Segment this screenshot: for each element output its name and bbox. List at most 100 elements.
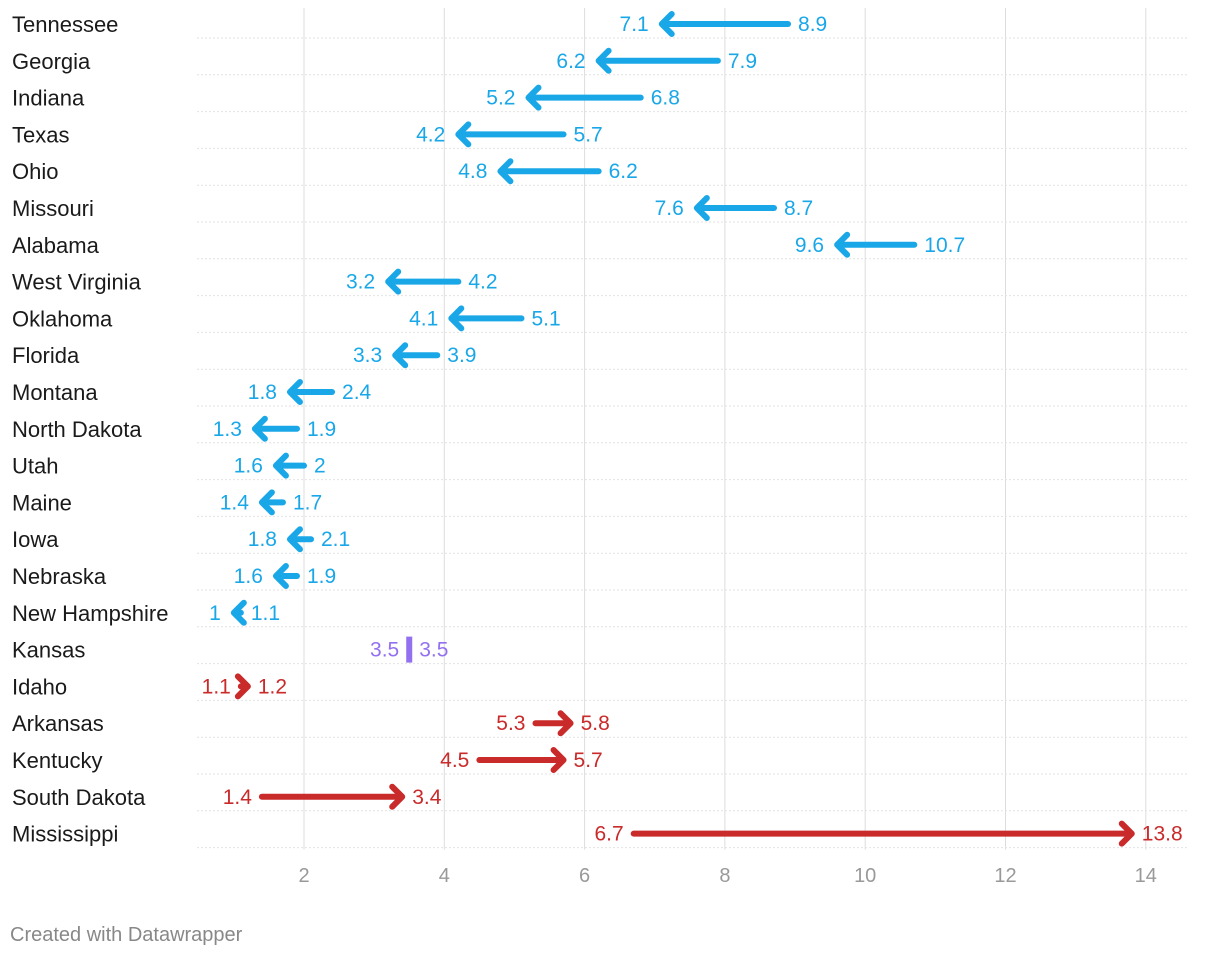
arrow-mark xyxy=(251,415,300,442)
value-label-to: 1.2 xyxy=(258,675,287,698)
row-label: Ohio xyxy=(12,159,58,184)
value-label-to: 5.8 xyxy=(581,712,610,735)
value-label-from: 1.7 xyxy=(293,491,322,514)
row-label: Tennessee xyxy=(12,12,118,37)
value-label-to: 6.2 xyxy=(556,50,585,73)
arrow-mark xyxy=(258,489,286,516)
value-label-from: 5.7 xyxy=(574,123,603,146)
arrow-mark xyxy=(272,563,300,589)
arrow-mark xyxy=(272,452,307,479)
value-label-from: 4.2 xyxy=(468,271,497,294)
row-label: Arkansas xyxy=(12,711,104,736)
value-label-to: 4.1 xyxy=(409,307,438,330)
arrow-head xyxy=(658,11,675,37)
x-tick-label: 12 xyxy=(994,865,1016,887)
arrow-mark xyxy=(693,195,778,221)
value-label-from: 1.9 xyxy=(307,418,336,441)
row-label: Florida xyxy=(12,343,80,368)
x-tick-label: 14 xyxy=(1135,865,1157,887)
value-label-from: 6.8 xyxy=(651,87,680,110)
arrow-head xyxy=(272,452,289,479)
arrow-mark xyxy=(234,673,251,700)
arrow-head xyxy=(251,415,268,442)
value-label-from: 3.5 xyxy=(370,639,399,662)
row-label: Mississippi xyxy=(12,822,118,847)
row-label: Iowa xyxy=(12,527,59,552)
row-guides xyxy=(197,37,1188,849)
value-label-to: 3.3 xyxy=(353,344,382,367)
row-label: South Dakota xyxy=(12,785,146,810)
value-label-from: 8.9 xyxy=(798,13,827,36)
row-label: North Dakota xyxy=(12,417,142,442)
arrow-mark xyxy=(532,710,574,737)
arrow-head xyxy=(497,158,514,185)
value-label-to: 1.8 xyxy=(248,528,277,551)
value-label-to: 4.8 xyxy=(458,160,487,183)
value-label-from: 2.1 xyxy=(321,528,350,551)
value-label-to: 3.5 xyxy=(419,639,448,662)
value-label-to: 5.7 xyxy=(574,749,603,772)
value-label-to: 1 xyxy=(209,602,221,625)
value-label-from: 5.3 xyxy=(496,712,525,735)
value-label-to: 4.2 xyxy=(416,123,445,146)
value-label-to: 1.6 xyxy=(234,455,263,478)
arrow-head xyxy=(550,747,567,773)
arrow-head xyxy=(286,526,303,553)
arrow-mark xyxy=(525,84,644,111)
value-labels: 8.9 7.1 7.9 6.2 6.8 5.2 5.7 4.2 6.2 4.8 8.7 7.6 10.7… xyxy=(202,13,1183,846)
value-label-from: 4.5 xyxy=(440,749,469,772)
value-label-to: 1.3 xyxy=(213,418,242,441)
row-label: Utah xyxy=(12,454,58,479)
arrow-head xyxy=(1118,820,1135,847)
x-axis-ticks: 2 4 6 8 10 12 14 xyxy=(298,865,1156,887)
arrow-head xyxy=(389,783,406,810)
row-label: Oklahoma xyxy=(12,306,113,331)
value-label-from: 10.7 xyxy=(924,234,965,257)
x-tick-label: 8 xyxy=(719,865,730,887)
arrow-head xyxy=(448,305,465,332)
value-label-to: 7.1 xyxy=(620,13,649,36)
value-label-to: 13.8 xyxy=(1142,823,1183,846)
value-label-from: 1.9 xyxy=(307,565,336,588)
x-tick-label: 4 xyxy=(439,865,450,887)
row-label: Missouri xyxy=(12,196,94,221)
arrow-mark xyxy=(258,783,406,810)
arrow-mark xyxy=(230,599,247,626)
value-label-to: 3.2 xyxy=(346,271,375,294)
arrow-mark xyxy=(476,747,567,773)
row-label: Montana xyxy=(12,380,98,405)
value-label-from: 1.1 xyxy=(251,602,280,625)
arrow-mark xyxy=(406,636,413,663)
arrow-mark xyxy=(286,379,336,405)
row-label: Idaho xyxy=(12,674,67,699)
value-label-from: 6.2 xyxy=(609,160,638,183)
arrow-head xyxy=(693,195,710,221)
arrow-mark xyxy=(286,526,315,553)
value-label-to: 9.6 xyxy=(795,234,824,257)
arrow-head xyxy=(834,231,851,258)
value-label-to: 1.4 xyxy=(220,491,250,514)
arrow-mark xyxy=(658,11,792,37)
arrow-head xyxy=(230,599,247,626)
value-label-from: 2.4 xyxy=(342,381,372,404)
row-label: Texas xyxy=(12,122,69,147)
x-tick-label: 6 xyxy=(579,865,590,887)
row-label: Alabama xyxy=(12,233,100,258)
value-label-to: 1.6 xyxy=(234,565,263,588)
value-label-from: 5.1 xyxy=(531,307,560,330)
value-label-from: 1.4 xyxy=(223,786,253,809)
arrow-mark xyxy=(595,47,721,74)
row-label: Nebraska xyxy=(12,564,107,589)
value-label-to: 7.6 xyxy=(655,197,684,220)
arrow-head xyxy=(392,342,409,369)
row-label: Indiana xyxy=(12,86,85,111)
arrow-head xyxy=(286,379,303,405)
row-label: West Virginia xyxy=(12,270,142,295)
arrow-head xyxy=(385,268,402,295)
value-label-from: 1.1 xyxy=(202,675,231,698)
arrow-mark xyxy=(497,158,602,185)
value-label-from: 6.7 xyxy=(595,823,624,846)
value-label-to: 3.4 xyxy=(412,786,442,809)
